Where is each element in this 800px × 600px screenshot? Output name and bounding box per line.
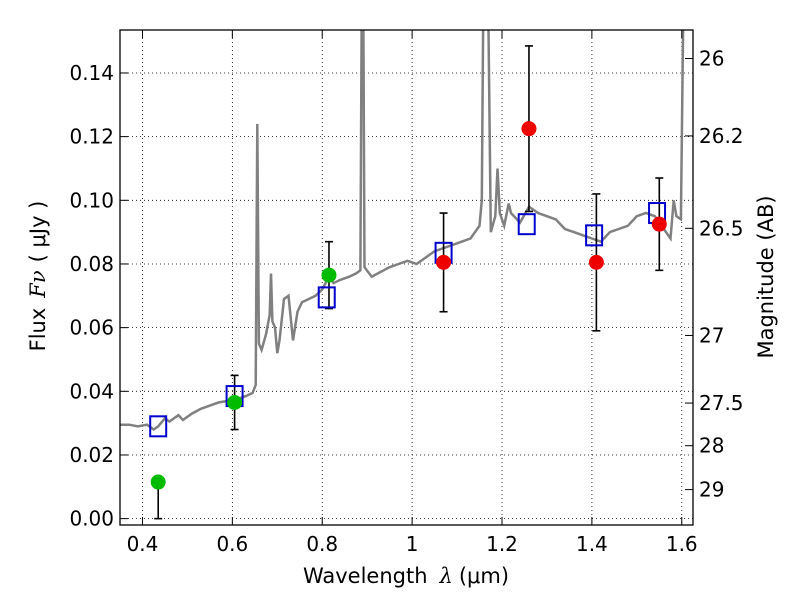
x-tick-label: 1 [406, 532, 419, 556]
y-tick-label: 0.02 [69, 443, 114, 467]
grid [120, 30, 693, 525]
magnitude-tick-label: 29 [699, 478, 724, 502]
y-tick-label: 0.10 [69, 188, 114, 212]
observed-photometry-point [227, 394, 243, 410]
magnitude-axis-ticks: 26 26.2 26.5 27 27.5 28 29 [685, 47, 744, 502]
magnitude-tick-label: 27 [699, 323, 724, 347]
x-tick-label: 0.6 [216, 532, 248, 556]
model-photometry-point [517, 213, 536, 236]
observed-photometry-point [521, 121, 537, 137]
plot-frame [119, 29, 694, 526]
observed-photometry-point [588, 254, 604, 270]
x-tick-label: 1.4 [576, 532, 608, 556]
y-tick-label: 0.00 [69, 507, 114, 531]
x-tick-label: 0.8 [306, 532, 338, 556]
plot-area [120, 30, 685, 520]
observed-photometry-point [321, 267, 337, 283]
model-photometry-point [317, 286, 336, 309]
x-tick-label: 1.6 [666, 532, 698, 556]
y-tick-label: 0.04 [69, 379, 114, 403]
y-axis-label: FluxFν( μJy ) [26, 201, 50, 352]
magnitude-tick-label: 27.5 [699, 391, 744, 415]
observed-photometry [150, 121, 667, 490]
y-axis-ticks: 0.00 0.02 0.04 0.06 0.08 0.10 0.12 0.14 [69, 61, 128, 531]
magnitude-axis-label: Magnitude (AB) [754, 195, 778, 358]
y-tick-label: 0.06 [69, 316, 114, 340]
x-tick-label: 1.2 [486, 532, 518, 556]
magnitude-tick-label: 26.2 [699, 124, 744, 148]
observed-photometry-point [651, 216, 667, 232]
model-photometry-point [149, 415, 168, 438]
y-tick-label: 0.14 [69, 61, 114, 85]
x-tick-label: 0.4 [127, 532, 159, 556]
magnitude-tick-label: 26.5 [699, 216, 744, 240]
errorbars [154, 45, 664, 520]
y-tick-label: 0.08 [69, 252, 114, 276]
y-tick-label: 0.12 [69, 125, 114, 149]
observed-photometry-point [436, 254, 452, 270]
model-photometry-point [585, 224, 604, 247]
observed-photometry-point [150, 474, 166, 490]
magnitude-tick-label: 28 [699, 434, 724, 458]
x-axis-label: Wavelength λ (μm) [303, 564, 509, 588]
x-axis-ticks: 0.4 0.6 0.8 1 1.2 1.4 1.6 [127, 30, 698, 556]
magnitude-tick-label: 26 [699, 47, 724, 71]
